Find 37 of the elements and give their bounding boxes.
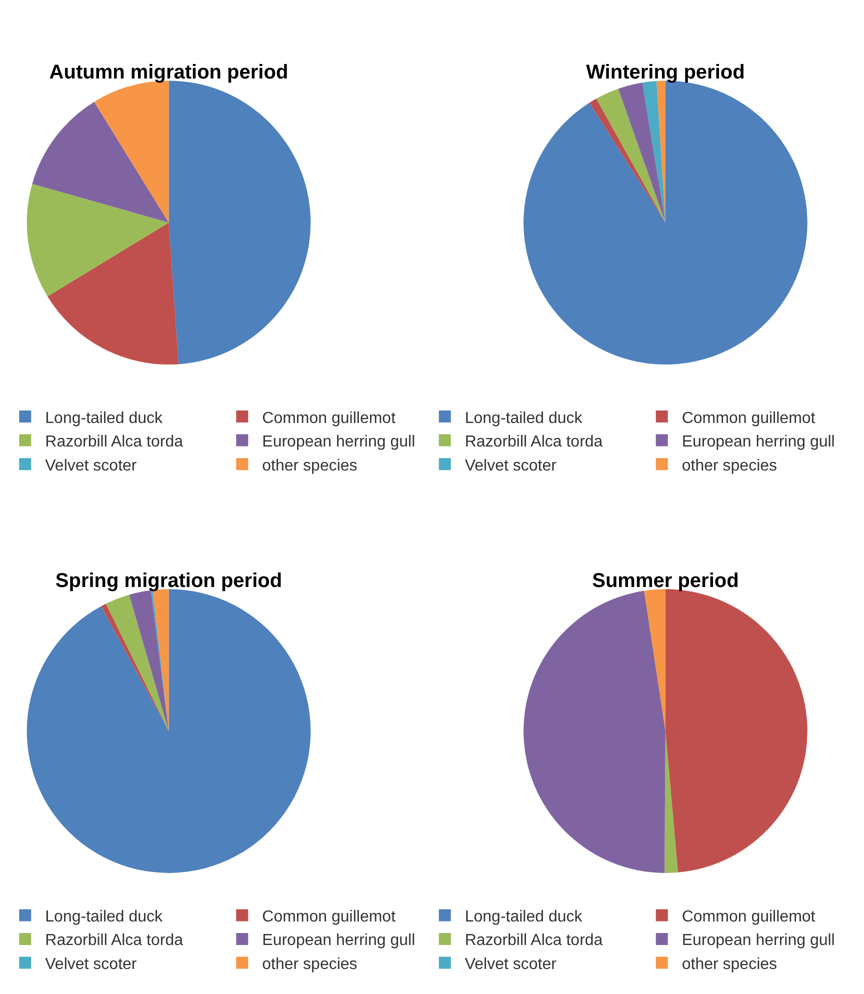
- legend-label: European herring gull: [262, 434, 416, 451]
- legend-label: Velvet scoter: [464, 956, 558, 974]
- pie-slice: [596, 88, 666, 223]
- legend-label: Velvet scoter: [45, 457, 138, 474]
- legend-label: other species: [682, 956, 778, 974]
- pie-slice: [26, 184, 169, 296]
- legend-label: other species: [682, 457, 778, 474]
- pie-slice: [524, 590, 666, 873]
- chart-title: Wintering period: [586, 62, 745, 84]
- legend-label: Long-tailed duck: [464, 908, 584, 926]
- pie-slice: [47, 222, 179, 364]
- legend-label: European herring gull: [262, 932, 416, 950]
- legend-label: other species: [262, 956, 358, 974]
- legend-label: other species: [262, 457, 358, 474]
- pie-slice: [644, 589, 666, 732]
- legend-label: Long-tailed duck: [45, 410, 164, 427]
- pie-slice: [618, 82, 666, 223]
- legend-label: European herring gull: [682, 932, 835, 950]
- legend-label: European herring gull: [682, 434, 835, 451]
- legend-label: Common guillemot: [262, 410, 396, 427]
- legend-label: Velvet scoter: [45, 956, 138, 974]
- legend-label: Long-tailed duck: [45, 908, 164, 926]
- chart-title: Summer period: [592, 570, 739, 592]
- legend-label: Long-tailed duck: [464, 410, 584, 427]
- legend-label: Razorbill Alca torda: [464, 932, 603, 950]
- legend-label: Razorbill Alca torda: [45, 434, 184, 451]
- chart-title: Autumn migration period: [49, 62, 288, 84]
- pie-slice: [589, 98, 666, 223]
- legend-label: Razorbill Alca torda: [45, 932, 184, 950]
- legend-label: Common guillemot: [682, 908, 816, 926]
- legend-label: Velvet scoter: [464, 457, 558, 474]
- pie-slice: [32, 102, 169, 223]
- legend-label: Common guillemot: [682, 410, 816, 427]
- chart-title: Spring migration period: [55, 570, 282, 592]
- legend-label: Razorbill Alca torda: [464, 434, 603, 451]
- pie-slice: [129, 590, 169, 732]
- legend-label: Common guillemot: [262, 908, 396, 926]
